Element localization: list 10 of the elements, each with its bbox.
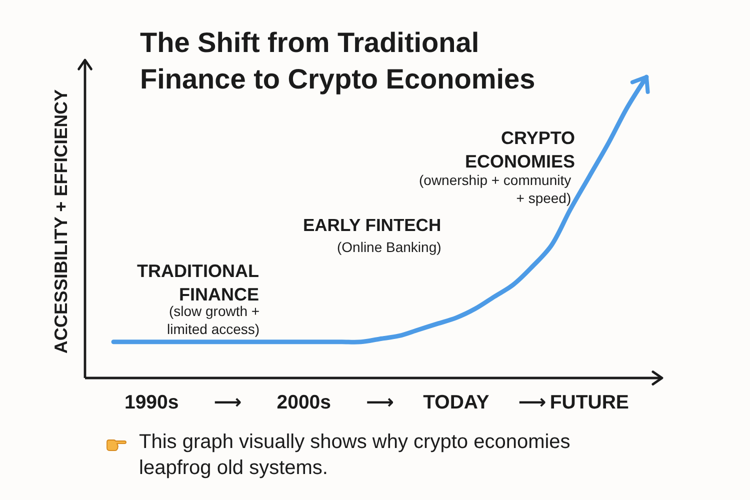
x-tick-label: TODAY [423, 392, 490, 414]
x-tick-label: 1990s [124, 392, 179, 414]
x-tick-label: ⟶ [518, 392, 546, 414]
text: This graph visually shows why crypto economies leapfrog old systems. [139, 431, 570, 479]
x-tick-label: 2000s [276, 392, 332, 414]
x-tick-label: ⟶ [214, 392, 242, 414]
y-axis-title: ACCESSIBILITY + EFFICIENCY [51, 89, 72, 354]
chart-title: The Shift from Traditional Finance to Crypto Economies [140, 27, 536, 94]
x-tick-label: ⟶ [366, 392, 394, 414]
x-tick-label: FUTURE [550, 392, 629, 414]
